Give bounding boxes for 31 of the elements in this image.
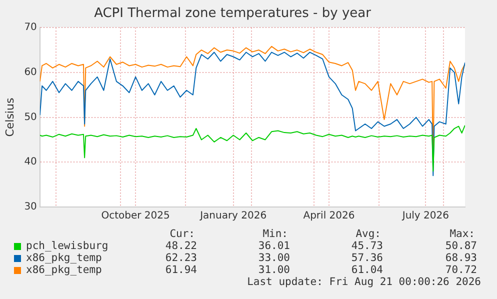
text: 36.01 (258, 240, 290, 252)
legend-label: x86_pkg_temp (26, 252, 102, 264)
text: 62.23 (165, 252, 197, 264)
y-tick-label: 40 (24, 156, 37, 168)
text: 61.04 (351, 264, 383, 276)
legend-label: pch_lewisburg (26, 240, 108, 252)
x-tick-label: April 2026 (303, 210, 355, 222)
y-tick-label: 60 (24, 67, 37, 78)
y-axis-title: Celsius (3, 98, 16, 137)
text: Cur: (170, 228, 195, 240)
text: 48.22 (165, 240, 197, 252)
y-tick-label: 70 (24, 22, 37, 34)
text: 68.93 (445, 252, 477, 264)
text: Min: (262, 228, 288, 240)
x-tick-label: July 2026 (401, 210, 449, 222)
y-tick-label: 30 (24, 202, 37, 213)
text: 61.94 (165, 264, 197, 276)
x-tick-label: January 2026 (199, 210, 267, 222)
x-tick-label: October 2025 (101, 210, 170, 222)
text: 70.72 (445, 264, 477, 276)
text: 50.87 (445, 240, 477, 252)
text: 31.00 (258, 264, 290, 276)
text: Max: (450, 228, 475, 240)
text: 57.36 (351, 252, 383, 264)
text: Last update: Fri Aug 21 00:00:26 2026 (247, 276, 481, 288)
y-tick-label: 50 (24, 112, 37, 123)
legend-label: x86_pkg_temp (26, 264, 102, 276)
text: 33.00 (258, 252, 290, 264)
chart-title: ACPI Thermal zone temperatures - by year (94, 6, 372, 22)
text: Avg: (356, 228, 381, 240)
text: 45.73 (351, 240, 383, 252)
